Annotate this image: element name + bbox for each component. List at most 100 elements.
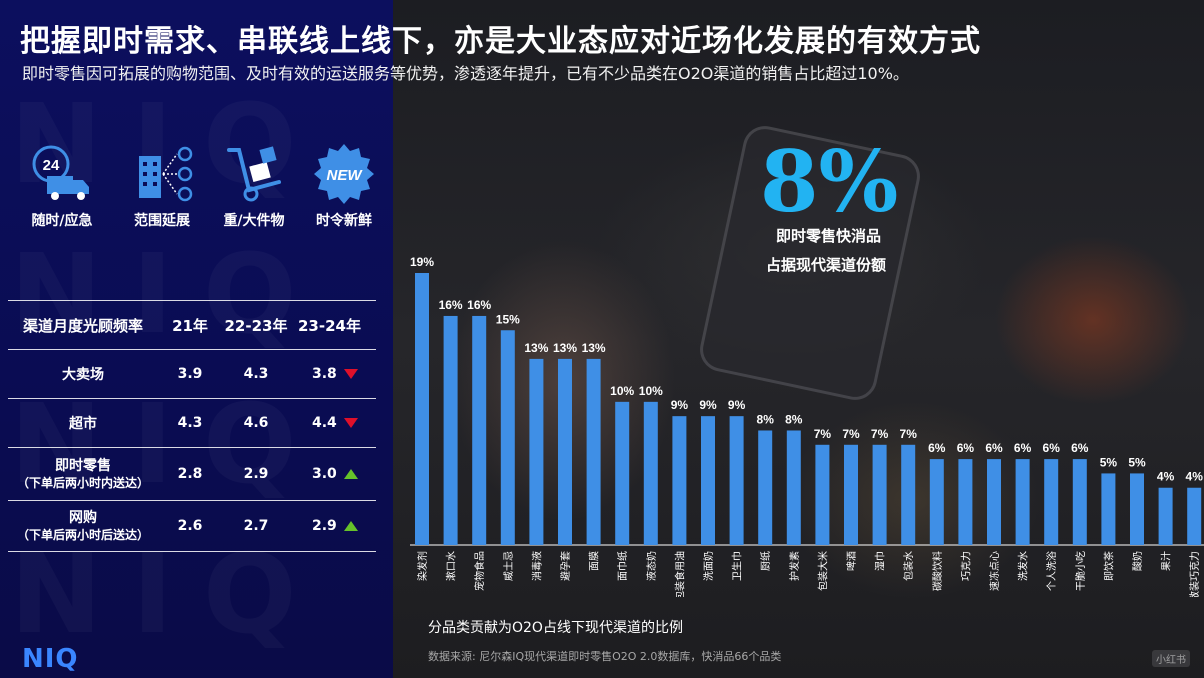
bar xyxy=(672,416,687,545)
data-label: 9% xyxy=(671,398,689,412)
feature-heavy: 重/大件物 xyxy=(214,142,294,230)
category-label: 啤酒 xyxy=(846,551,858,571)
hand-truck-icon xyxy=(227,146,281,202)
bar xyxy=(729,416,744,545)
feature-label: 时令新鲜 xyxy=(316,213,372,229)
category-label: 酸奶 xyxy=(1131,551,1144,571)
table-header-row: 渠道月度光顾频率 21年 22-23年 23-24年 xyxy=(8,301,376,349)
table-row: 超市 4.3 4.6 4.4 xyxy=(8,399,376,447)
data-label: 7% xyxy=(842,427,860,441)
category-label: 干脆小吃 xyxy=(1074,551,1087,591)
category-label: 宠物食品 xyxy=(473,551,486,591)
data-label: 7% xyxy=(871,427,889,441)
trend-down-icon xyxy=(343,418,358,428)
channel-name: 超市 xyxy=(69,416,97,432)
value-23-24-cell: 2.9 xyxy=(290,518,376,534)
bar xyxy=(415,273,429,545)
category-label: 染发剂 xyxy=(416,551,429,581)
feature-fresh: NEW 时令新鲜 xyxy=(304,142,384,230)
data-label: 13% xyxy=(582,341,606,355)
data-label: 16% xyxy=(439,298,463,312)
data-label: 6% xyxy=(928,441,946,455)
bar xyxy=(500,330,515,545)
bar xyxy=(758,430,773,545)
bar xyxy=(701,416,715,545)
channel-name: 大卖场 xyxy=(62,367,104,383)
data-label: 8% xyxy=(785,412,803,426)
bar xyxy=(615,401,630,545)
page-subtitle: 即时零售因可拓展的购物范围、及时有效的运送服务等优势，渗透逐年提升，已有不少品类… xyxy=(22,64,909,83)
category-label: 包装水 xyxy=(902,551,915,581)
data-label: 5% xyxy=(1128,455,1146,469)
bar xyxy=(987,459,1001,545)
table-divider xyxy=(8,300,376,301)
value-21: 2.6 xyxy=(177,518,203,534)
bar xyxy=(1072,459,1087,545)
bar xyxy=(643,401,658,545)
value-22-23: 4.3 xyxy=(243,366,269,382)
category-label: 消毒液 xyxy=(530,551,543,581)
table-row: 大卖场 3.9 4.3 3.8 xyxy=(8,350,376,398)
category-label: 卫生巾 xyxy=(731,551,744,581)
bar xyxy=(1101,473,1116,545)
table-row: 即时零售 （下单后两小时内送达） 2.8 2.9 3.0 xyxy=(8,448,376,500)
table-header-cell: 22-23年 xyxy=(224,316,288,335)
category-label: 速冻点心 xyxy=(988,551,1001,591)
data-label: 5% xyxy=(1100,455,1118,469)
table-header-cell: 渠道月度光顾频率 xyxy=(22,316,143,335)
category-label: 液态奶 xyxy=(645,551,658,581)
bar xyxy=(529,358,544,545)
trend-up-icon xyxy=(343,469,358,479)
value-22-23: 2.7 xyxy=(243,518,269,534)
corner-watermark: 小红书 xyxy=(1152,650,1190,667)
data-label: 7% xyxy=(900,427,918,441)
table-header-cell: 23-24年 xyxy=(298,316,361,335)
data-label: 19% xyxy=(410,255,434,269)
feature-label: 随时/应急 xyxy=(31,213,93,229)
data-source: 数据来源: 尼尔森IQ现代渠道即时零售O2O 2.0数据库，快消品66个品类 xyxy=(428,650,782,663)
bar xyxy=(586,358,601,545)
bar xyxy=(901,444,916,545)
category-label: 个人洗浴 xyxy=(1046,551,1058,591)
data-label: 6% xyxy=(985,441,1003,455)
category-label: 包装食用油 xyxy=(673,551,686,597)
data-label: 6% xyxy=(1014,441,1032,455)
category-label: 包装大米 xyxy=(816,551,829,591)
value-23-24-cell: 3.8 xyxy=(290,366,376,382)
value-23-24: 3.8 xyxy=(312,366,337,382)
feature-label: 范围延展 xyxy=(134,213,190,229)
bar xyxy=(929,459,944,545)
table-divider xyxy=(8,500,376,501)
data-label: 6% xyxy=(1043,441,1061,455)
data-label: 9% xyxy=(699,398,717,412)
data-label: 13% xyxy=(553,341,577,355)
data-label: 6% xyxy=(1071,441,1089,455)
visit-frequency-table: 渠道月度光顾频率 21年 22-23年 23-24年 大卖场 3.9 4.3 3… xyxy=(8,300,376,552)
category-label: 即饮茶 xyxy=(1102,551,1115,581)
bar xyxy=(472,315,487,545)
data-label: 10% xyxy=(610,384,634,398)
data-label: 13% xyxy=(524,341,548,355)
category-label: 洗发水 xyxy=(1017,551,1030,581)
channel-note: （下单后两小时内送达） xyxy=(16,476,149,490)
value-23-24-cell: 3.0 xyxy=(290,466,376,482)
bar xyxy=(443,315,458,545)
value-22-23: 4.6 xyxy=(243,415,269,431)
data-label: 15% xyxy=(496,312,520,326)
highlight-percentage: 8% xyxy=(760,132,899,231)
channel-cell: 即时零售 （下单后两小时内送达） xyxy=(8,457,158,491)
data-label: 7% xyxy=(814,427,832,441)
category-label: 威士忌 xyxy=(502,551,515,581)
building-network-icon xyxy=(139,146,193,202)
data-label: 4% xyxy=(1186,470,1204,484)
page-title: 把握即时需求、串联线上线下，亦是大业态应对近场化发展的有效方式 xyxy=(20,24,981,59)
bar xyxy=(558,358,572,545)
data-label: 8% xyxy=(757,412,775,426)
left-panel-background xyxy=(0,0,393,678)
table-divider xyxy=(8,447,376,448)
category-label: 果汁 xyxy=(1160,551,1173,571)
value-23-24: 2.9 xyxy=(312,518,337,534)
feature-range: 范围延展 xyxy=(122,142,202,230)
category-label: 避孕套 xyxy=(559,551,572,581)
